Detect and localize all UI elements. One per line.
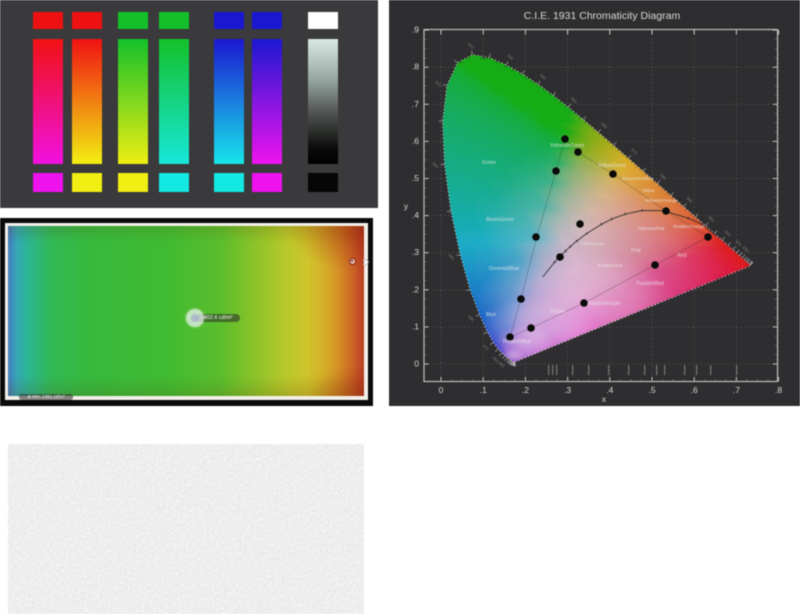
svg-text:.6: .6 bbox=[691, 385, 698, 395]
svg-text:.6: .6 bbox=[412, 136, 419, 146]
svg-text:.5: .5 bbox=[412, 173, 419, 183]
svg-text:.3: .3 bbox=[412, 247, 419, 257]
svg-text:Blue: Blue bbox=[486, 312, 496, 318]
svg-text:PurplishRed: PurplishRed bbox=[636, 281, 663, 287]
svg-text:.1: .1 bbox=[480, 385, 487, 395]
svg-text:.9: .9 bbox=[412, 25, 419, 35]
svg-text:.8: .8 bbox=[775, 385, 782, 395]
svg-text:Green: Green bbox=[482, 160, 496, 166]
svg-text:.7: .7 bbox=[412, 99, 419, 109]
svg-text:YellowGreen: YellowGreen bbox=[598, 163, 626, 169]
svg-text:.7: .7 bbox=[733, 385, 740, 395]
svg-text:.2: .2 bbox=[412, 284, 419, 294]
svg-text:Pink: Pink bbox=[631, 248, 641, 254]
svg-text:10000 Kelvin: 10000 Kelvin bbox=[580, 241, 603, 246]
svg-text:.5: .5 bbox=[648, 385, 655, 395]
svg-text:Yellow: Yellow bbox=[642, 188, 656, 193]
svg-text:Purple: Purple bbox=[551, 309, 566, 315]
svg-text:.8: .8 bbox=[412, 62, 419, 72]
svg-text:Red: Red bbox=[677, 253, 686, 259]
svg-text:GreenishBlue: GreenishBlue bbox=[489, 266, 520, 272]
svg-text:YellowishOrange: YellowishOrange bbox=[644, 198, 678, 203]
svg-text:YellowishPink: YellowishPink bbox=[637, 226, 665, 231]
svg-text:.3: .3 bbox=[564, 385, 571, 395]
svg-text:.4: .4 bbox=[606, 385, 613, 395]
svg-text:0: 0 bbox=[439, 385, 444, 395]
svg-text:YellowishGreen: YellowishGreen bbox=[550, 143, 585, 149]
svg-text:ReddishOrange: ReddishOrange bbox=[673, 224, 705, 229]
svg-text:PurplishBlue: PurplishBlue bbox=[503, 339, 531, 345]
svg-text:0: 0 bbox=[414, 359, 419, 369]
svg-text:PurplishPink: PurplishPink bbox=[597, 263, 623, 268]
svg-text:.4: .4 bbox=[412, 210, 419, 220]
svg-text:BluishGreen: BluishGreen bbox=[486, 217, 514, 223]
svg-text:.2: .2 bbox=[522, 385, 529, 395]
svg-text:.1: .1 bbox=[412, 321, 419, 331]
svg-text:ReddishPurple: ReddishPurple bbox=[588, 301, 621, 307]
svg-text:C.I.E. 1931 Chromaticity Diagr: C.I.E. 1931 Chromaticity Diagram bbox=[524, 10, 681, 22]
svg-text:GreenishYellow: GreenishYellow bbox=[622, 176, 654, 181]
